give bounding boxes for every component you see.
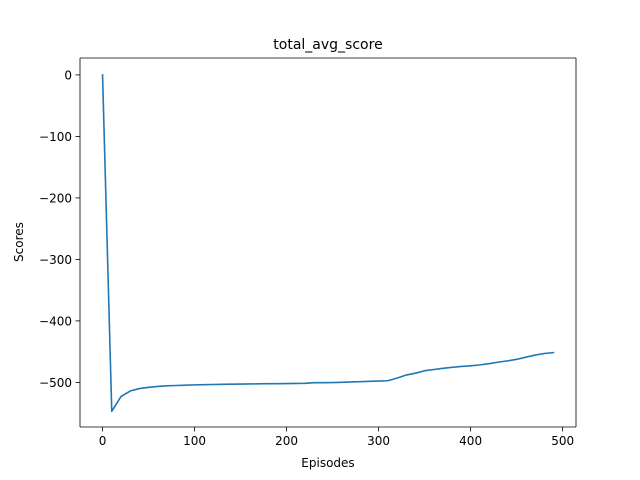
x-tick-label: 100: [183, 434, 206, 448]
x-tick-label: 400: [459, 434, 482, 448]
y-tick-label: −100: [39, 130, 72, 144]
chart-title: total_avg_score: [273, 37, 382, 53]
y-tick-label: −300: [39, 253, 72, 267]
x-axis-label: Episodes: [301, 456, 354, 470]
x-tick-label: 300: [367, 434, 390, 448]
y-axis-label: Scores: [12, 222, 26, 262]
y-tick-label: −400: [39, 314, 72, 328]
x-tick-label: 0: [99, 434, 107, 448]
series-line-0: [101, 74, 555, 413]
y-tick-label: 0: [64, 68, 72, 82]
y-tick-label: −500: [39, 376, 72, 390]
plot-area: 0 100 200 300 400 500 0 −100 −200 −300 −400 −500: [39, 57, 577, 448]
y-tick-label: −200: [39, 191, 72, 205]
x-tick-label: 200: [275, 434, 298, 448]
x-tick-label: 500: [551, 434, 574, 448]
